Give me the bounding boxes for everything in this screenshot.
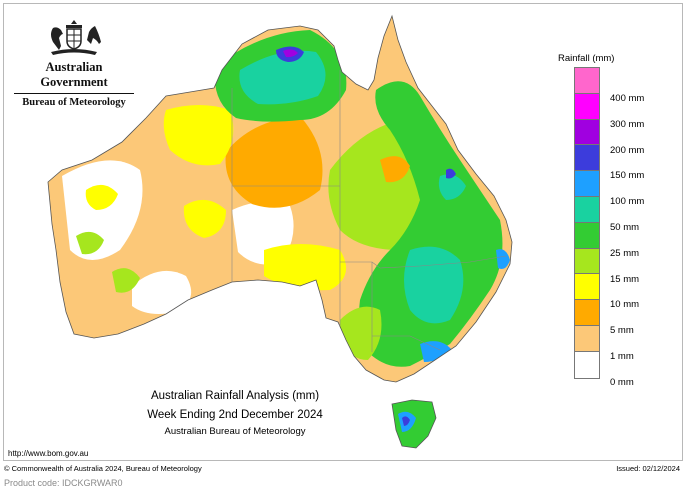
legend-label: 25 mm	[610, 247, 640, 259]
legend-label: 10 mm	[610, 299, 640, 311]
rainfall-zone-100mm-victoria	[420, 341, 452, 362]
legend-swatch	[575, 274, 599, 301]
map-frame	[3, 3, 683, 461]
coat-of-arms-icon	[51, 20, 101, 55]
rainfall-contours	[48, 16, 512, 382]
rainfall-zone-15mm-southeast	[340, 306, 382, 360]
legend-swatch	[575, 222, 599, 249]
border-nsw-vic	[372, 335, 441, 351]
rainfall-zone-10mm-west	[85, 184, 118, 210]
rainfall-zone-15mm-southwest	[112, 268, 140, 293]
legend-swatch	[575, 93, 599, 120]
legend-label: 5 mm	[610, 325, 634, 337]
issued-date: Issued: 02/12/2024	[616, 464, 680, 473]
legend-swatch	[575, 145, 599, 172]
rainfall-zone-50mm-qld	[438, 174, 466, 200]
legend-label: 1 mm	[610, 351, 634, 362]
rainfall-zone-15mm-west	[76, 231, 104, 255]
legend-swatch	[575, 196, 599, 223]
rainfall-zone-150mm-tasmania	[402, 416, 410, 426]
map-subtitle: Week Ending 2nd December 2024	[147, 409, 323, 421]
rainfall-zone-10mm-kimberley	[163, 105, 234, 166]
rainfall-zone-25mm-east	[359, 81, 503, 367]
legend-color-bar	[574, 67, 600, 379]
rainfall-zone-0mm-south	[132, 270, 192, 314]
border-qld-nsw	[340, 255, 507, 269]
bureau-name: Bureau of Meteorology	[14, 93, 134, 108]
tasmania-landmass	[391, 399, 437, 449]
product-code: Product code: IDCKGRWAR0	[4, 478, 123, 488]
legend-swatch	[575, 119, 599, 146]
rainfall-zone-50mm-north	[239, 50, 326, 105]
legend-label: 300 mm	[610, 118, 645, 130]
legend-label: 400 mm	[610, 93, 645, 104]
map-title: Australian Rainfall Analysis (mm)	[150, 390, 320, 402]
legend-label: 100 mm	[610, 196, 645, 208]
bom-url-link[interactable]: http://www.bom.gov.au	[8, 449, 89, 458]
rainfall-zone-10mm-central	[183, 199, 226, 238]
rainfall-zone-150mm-qld	[446, 168, 456, 179]
legend-swatch	[575, 300, 599, 326]
legend-swatch	[575, 248, 599, 275]
legend-label: 150 mm	[610, 170, 645, 182]
legend-label: 50 mm	[610, 222, 640, 233]
rainfall-zone-50mm-east	[404, 246, 464, 324]
legend-title: Rainfall (mm)	[558, 53, 615, 64]
legend-swatch	[575, 171, 599, 197]
state-borders	[231, 70, 507, 352]
legend-swatch	[575, 351, 599, 378]
government-name: Australian Government	[40, 60, 108, 89]
copyright-notice: © Commonwealth of Australia 2024, Bureau…	[4, 464, 202, 473]
rainfall-zone-5mm-qld	[380, 156, 410, 183]
rainfall-zone-200mm-north	[283, 49, 298, 58]
australia-coastline	[47, 14, 513, 383]
rainfall-zone-100mm-coast	[496, 249, 510, 269]
legend-swatch	[575, 68, 599, 94]
legend-swatch	[575, 325, 599, 352]
legend-label: 200 mm	[610, 144, 645, 156]
legend-label: 15 mm	[610, 273, 640, 285]
legend-label: 0 mm	[610, 376, 634, 388]
tasmania	[391, 399, 437, 449]
rainfall-zone-10mm-south	[264, 244, 347, 291]
map-source: Australian Bureau of Meteorology	[164, 426, 306, 437]
rainfall-zone-5mm-central	[225, 116, 323, 208]
government-logo: Australian Government Bureau of Meteorol…	[14, 18, 134, 108]
